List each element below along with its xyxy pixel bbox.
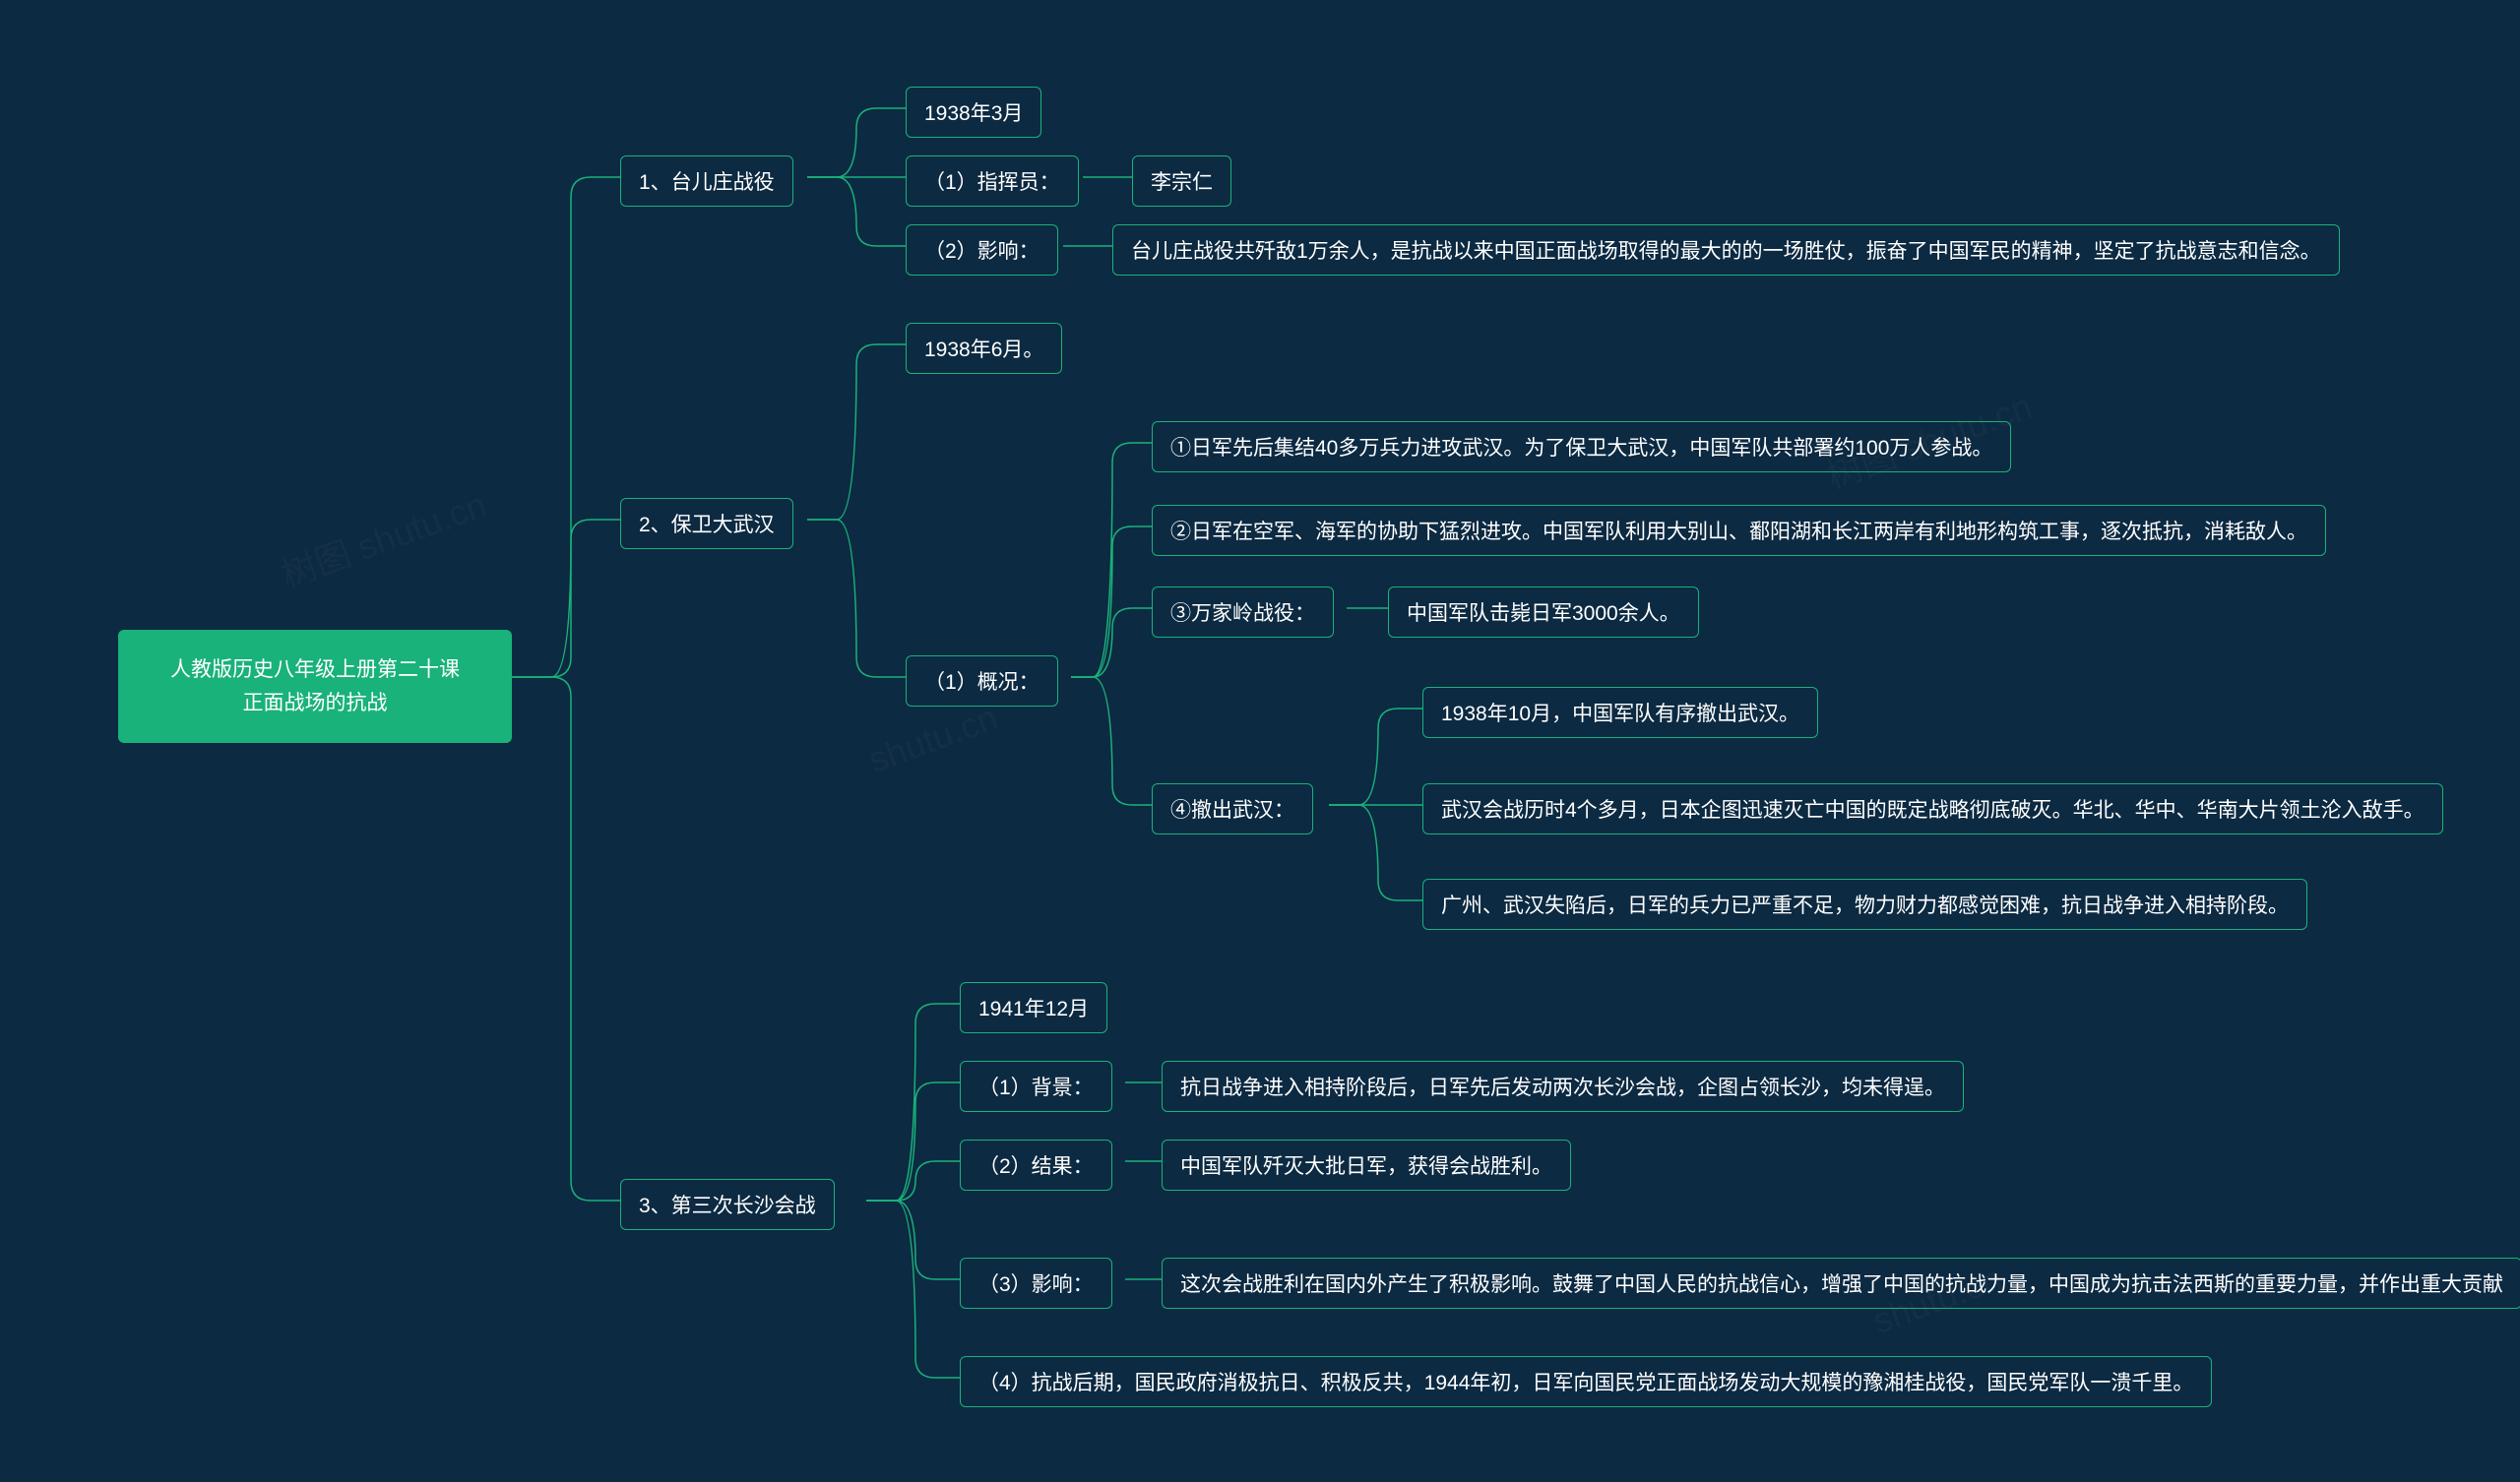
branch1-sub1-value[interactable]: 李宗仁 (1132, 155, 1231, 207)
branch2-item4-sub3[interactable]: 广州、武汉失陷后，日军的兵力已严重不足，物力财力都感觉困难，抗日战争进入相持阶段… (1422, 879, 2307, 930)
branch3-sub1-label[interactable]: （1）背景： (960, 1061, 1112, 1112)
branch2-item2[interactable]: ②日军在空军、海军的协助下猛烈进攻。中国军队利用大别山、鄱阳湖和长江两岸有利地形… (1152, 505, 2326, 556)
root-title-line2: 正面战场的抗战 (170, 687, 460, 720)
branch3-sub2-label[interactable]: （2）结果： (960, 1140, 1112, 1191)
mindmap-container: 树图 shutu.cn 树图 shutu.cn shutu.cn shutu.c… (0, 0, 2520, 1482)
branch1-sub2-label[interactable]: （2）影响： (906, 224, 1058, 276)
branch3-sub4-value[interactable]: （4）抗战后期，国民政府消极抗日、积极反共，1944年初，日军向国民党正面战场发… (960, 1356, 2212, 1407)
branch3-title[interactable]: 3、第三次长沙会战 (620, 1179, 835, 1230)
branch2-item3-value[interactable]: 中国军队击毙日军3000余人。 (1388, 587, 1699, 638)
branch2-item4-sub1[interactable]: 1938年10月，中国军队有序撤出武汉。 (1422, 687, 1818, 738)
watermark: 树图 shutu.cn (274, 476, 493, 597)
branch2-title[interactable]: 2、保卫大武汉 (620, 498, 793, 549)
branch3-sub3-value[interactable]: 这次会战胜利在国内外产生了积极影响。鼓舞了中国人民的抗战信心，增强了中国的抗战力… (1162, 1258, 2520, 1309)
branch2-item4-label[interactable]: ④撤出武汉： (1152, 783, 1313, 834)
branch2-sub1-label[interactable]: （1）概况： (906, 655, 1058, 707)
branch2-date[interactable]: 1938年6月。 (906, 323, 1062, 374)
branch1-title[interactable]: 1、台儿庄战役 (620, 155, 793, 207)
branch3-sub3-label[interactable]: （3）影响： (960, 1258, 1112, 1309)
branch2-item3-label[interactable]: ③万家岭战役： (1152, 587, 1334, 638)
branch1-date[interactable]: 1938年3月 (906, 87, 1041, 138)
branch3-date[interactable]: 1941年12月 (960, 982, 1107, 1033)
branch2-item4-sub2[interactable]: 武汉会战历时4个多月，日本企图迅速灭亡中国的既定战略彻底破灭。华北、华中、华南大… (1422, 783, 2443, 834)
branch2-item1[interactable]: ①日军先后集结40多万兵力进攻武汉。为了保卫大武汉，中国军队共部署约100万人参… (1152, 421, 2011, 472)
branch1-sub1-label[interactable]: （1）指挥员： (906, 155, 1079, 207)
watermark: shutu.cn (863, 697, 1003, 781)
root-node[interactable]: 人教版历史八年级上册第二十课 正面战场的抗战 (118, 630, 512, 743)
branch3-sub1-value[interactable]: 抗日战争进入相持阶段后，日军先后发动两次长沙会战，企图占领长沙，均未得逞。 (1162, 1061, 1964, 1112)
branch1-sub2-value[interactable]: 台儿庄战役共歼敌1万余人，是抗战以来中国正面战场取得的最大的的一场胜仗，振奋了中… (1112, 224, 2340, 276)
branch3-sub2-value[interactable]: 中国军队歼灭大批日军，获得会战胜利。 (1162, 1140, 1571, 1191)
root-title-line1: 人教版历史八年级上册第二十课 (170, 653, 460, 687)
